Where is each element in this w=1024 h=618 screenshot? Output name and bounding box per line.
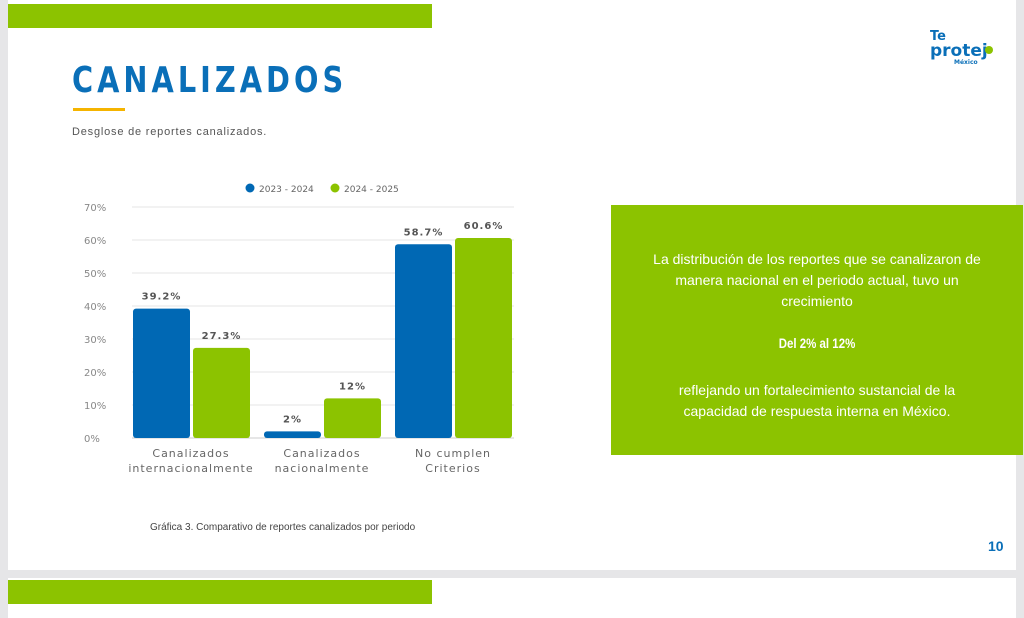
legend-label: 2024 - 2025 [344, 185, 399, 195]
y-tick-label: 30% [84, 335, 106, 346]
bar-2024-2025 [193, 347, 250, 438]
callout-text: La distribución de los reportes que se c… [653, 251, 981, 309]
y-tick-label: 60% [84, 236, 106, 247]
x-tick-label: Canalizados [152, 447, 229, 460]
bar-chart: 0% 10% 20% 30% 40% 50% 60% 70% 39.2% 2% 58.7% 2023 … [84, 183, 514, 475]
x-tick-label: Criterios [425, 462, 480, 475]
slide: CANALIZADOS Desglose de reportes canaliz… [8, 0, 1023, 570]
legend-marker [245, 183, 255, 193]
bar-2023-2024 [133, 308, 190, 438]
next-slide [8, 578, 1016, 618]
x-tick-label: Canalizados [283, 447, 360, 460]
title-underline [73, 108, 125, 111]
x-tick-label: No cumplen [415, 447, 491, 460]
chart-caption: Gráfica 3. Comparativo de reportes canal… [150, 522, 416, 533]
callout-box: La distribución de los reportes que se c… [611, 205, 1023, 455]
subtitle: Desglose de reportes canalizados. [72, 126, 268, 138]
y-tick-label: 70% [84, 203, 106, 214]
svg-text:México: México [954, 59, 978, 66]
data-label: 2% [283, 414, 302, 425]
y-tick-label: 10% [84, 401, 106, 412]
te-protejo-logo: Te protej México [930, 29, 993, 66]
bar-2024-2025 [455, 238, 512, 438]
legend-label: 2023 - 2024 [259, 185, 314, 195]
top-accent-bar [8, 4, 432, 28]
page-title: CANALIZADOS [72, 60, 348, 101]
callout-highlight: Del 2% al 12% [778, 335, 856, 351]
y-tick-label: 0% [84, 434, 100, 445]
bar-2023-2024 [395, 244, 452, 438]
bar-2023-2024 [264, 431, 321, 438]
top-accent-bar [8, 580, 432, 604]
data-label: 27.3% [202, 331, 242, 342]
y-tick-label: 40% [84, 302, 106, 313]
y-tick-label: 20% [84, 368, 106, 379]
callout-text-2: reflejando un fortalecimiento sustancial… [678, 382, 956, 419]
y-tick-label: 50% [84, 269, 106, 280]
data-label: 60.6% [464, 221, 504, 232]
data-label: 12% [339, 381, 366, 392]
data-label: 39.2% [142, 292, 182, 303]
svg-text:Te: Te [930, 29, 946, 44]
bar-2024-2025 [324, 398, 381, 438]
data-label: 58.7% [404, 227, 444, 238]
svg-text:protej: protej [930, 41, 988, 61]
page-number: 10 [988, 538, 1004, 554]
x-tick-label: nacionalmente [275, 462, 370, 475]
x-tick-label: internacionalmente [128, 462, 253, 475]
legend-marker [330, 183, 340, 193]
